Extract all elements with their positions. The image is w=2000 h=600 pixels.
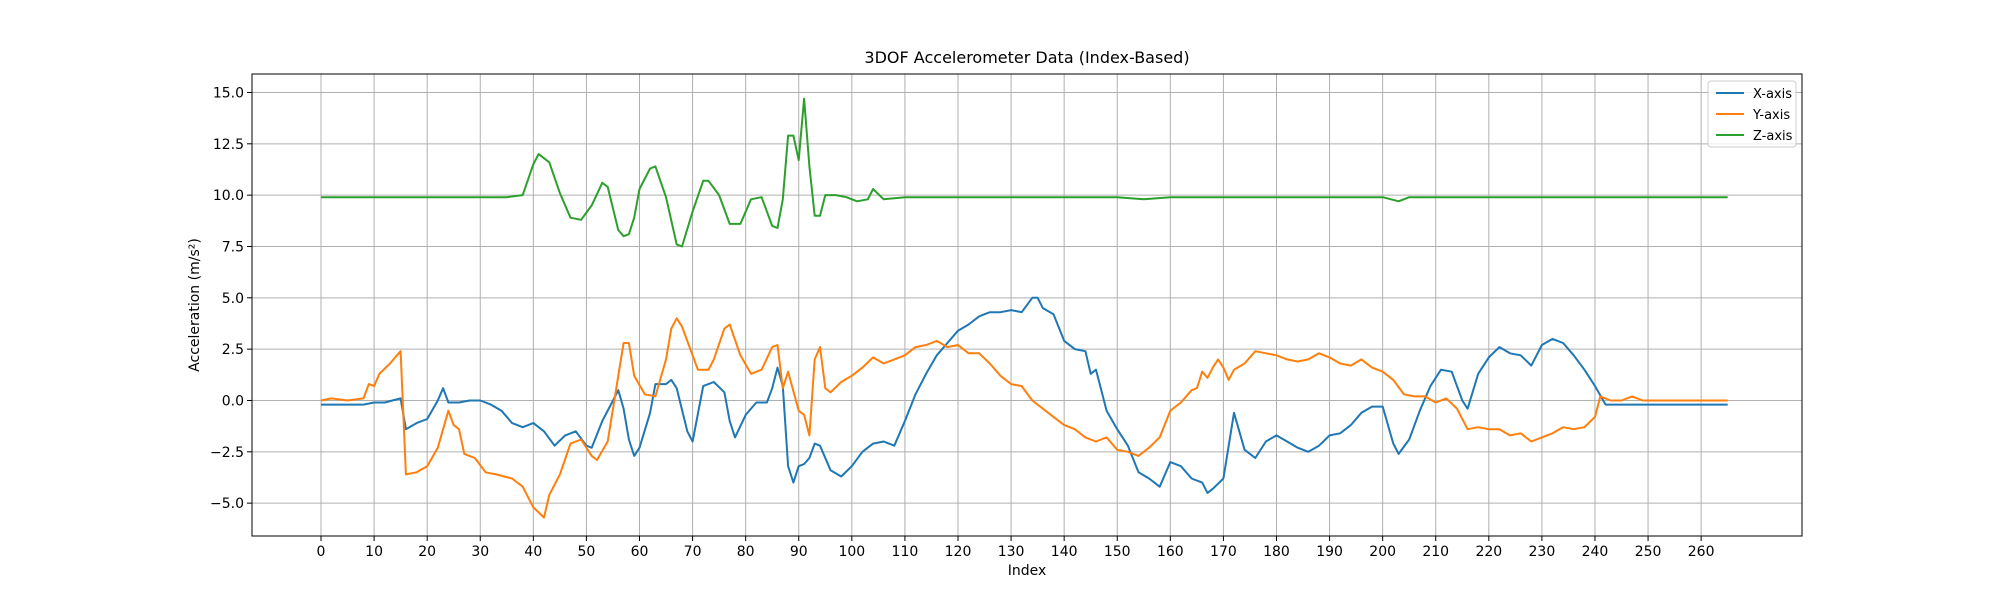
y-axis-title: Acceleration (m/s²) (187, 238, 203, 372)
x-tick-label: 190 (1316, 544, 1343, 560)
x-tick-label: 170 (1210, 544, 1237, 560)
x-tick-label: 220 (1475, 544, 1502, 560)
x-tick-label: 140 (1051, 544, 1078, 560)
series-line-z-axis (321, 97, 1728, 248)
series-line-y-axis (320, 317, 1728, 519)
y-tick-label: 7.5 (222, 239, 244, 255)
x-tick-label: 70 (684, 544, 702, 560)
y-tick-label: 0.0 (222, 393, 244, 409)
x-tick-label: 160 (1157, 544, 1184, 560)
x-tick-label: 200 (1369, 544, 1396, 560)
y-tick-label: −2.5 (210, 445, 244, 461)
ticks: 0 10 20 30 40 50 60 70 80 90 100 110 120 130 140 150 160… (210, 85, 1715, 560)
series-line-x-axis (321, 296, 1728, 494)
y-tick-label: 15.0 (213, 85, 244, 101)
x-tick-label: 30 (471, 544, 489, 560)
legend-label: Y-axis (1752, 108, 1790, 123)
x-tick-label: 240 (1582, 544, 1609, 560)
legend-label: X-axis (1753, 87, 1792, 102)
x-axis-title: Index (1008, 563, 1047, 579)
x-tick-label: 20 (418, 544, 436, 560)
x-tick-label: 10 (365, 544, 383, 560)
x-tick-label: 210 (1422, 544, 1449, 560)
x-tick-label: 250 (1635, 544, 1662, 560)
x-tick-label: 0 (317, 544, 326, 560)
y-tick-label: 10.0 (213, 188, 244, 204)
y-tick-label: 2.5 (222, 342, 244, 358)
chart-title: 3DOF Accelerometer Data (Index-Based) (864, 48, 1189, 67)
x-tick-label: 60 (631, 544, 649, 560)
x-tick-label: 120 (945, 544, 972, 560)
plot-frame (251, 73, 1803, 537)
legend-label: Z-axis (1753, 129, 1793, 144)
x-tick-label: 50 (578, 544, 596, 560)
x-tick-label: 90 (790, 544, 808, 560)
y-tick-label: 12.5 (213, 137, 244, 153)
x-tick-label: 260 (1688, 544, 1715, 560)
x-tick-label: 40 (524, 544, 542, 560)
x-tick-label: 100 (838, 544, 865, 560)
y-tick-label: 5.0 (222, 291, 244, 307)
x-tick-label: 130 (998, 544, 1025, 560)
x-tick-label: 180 (1263, 544, 1290, 560)
x-tick-label: 110 (892, 544, 919, 560)
legend-box (1707, 80, 1797, 148)
legend: X-axis Y-axis Z-axis (1707, 80, 1797, 148)
y-tick-label: −5.0 (210, 496, 244, 512)
x-tick-label: 230 (1529, 544, 1556, 560)
grid (252, 74, 1802, 536)
plot-series (320, 97, 1728, 519)
x-tick-label: 80 (737, 544, 755, 560)
x-tick-label: 150 (1104, 544, 1131, 560)
